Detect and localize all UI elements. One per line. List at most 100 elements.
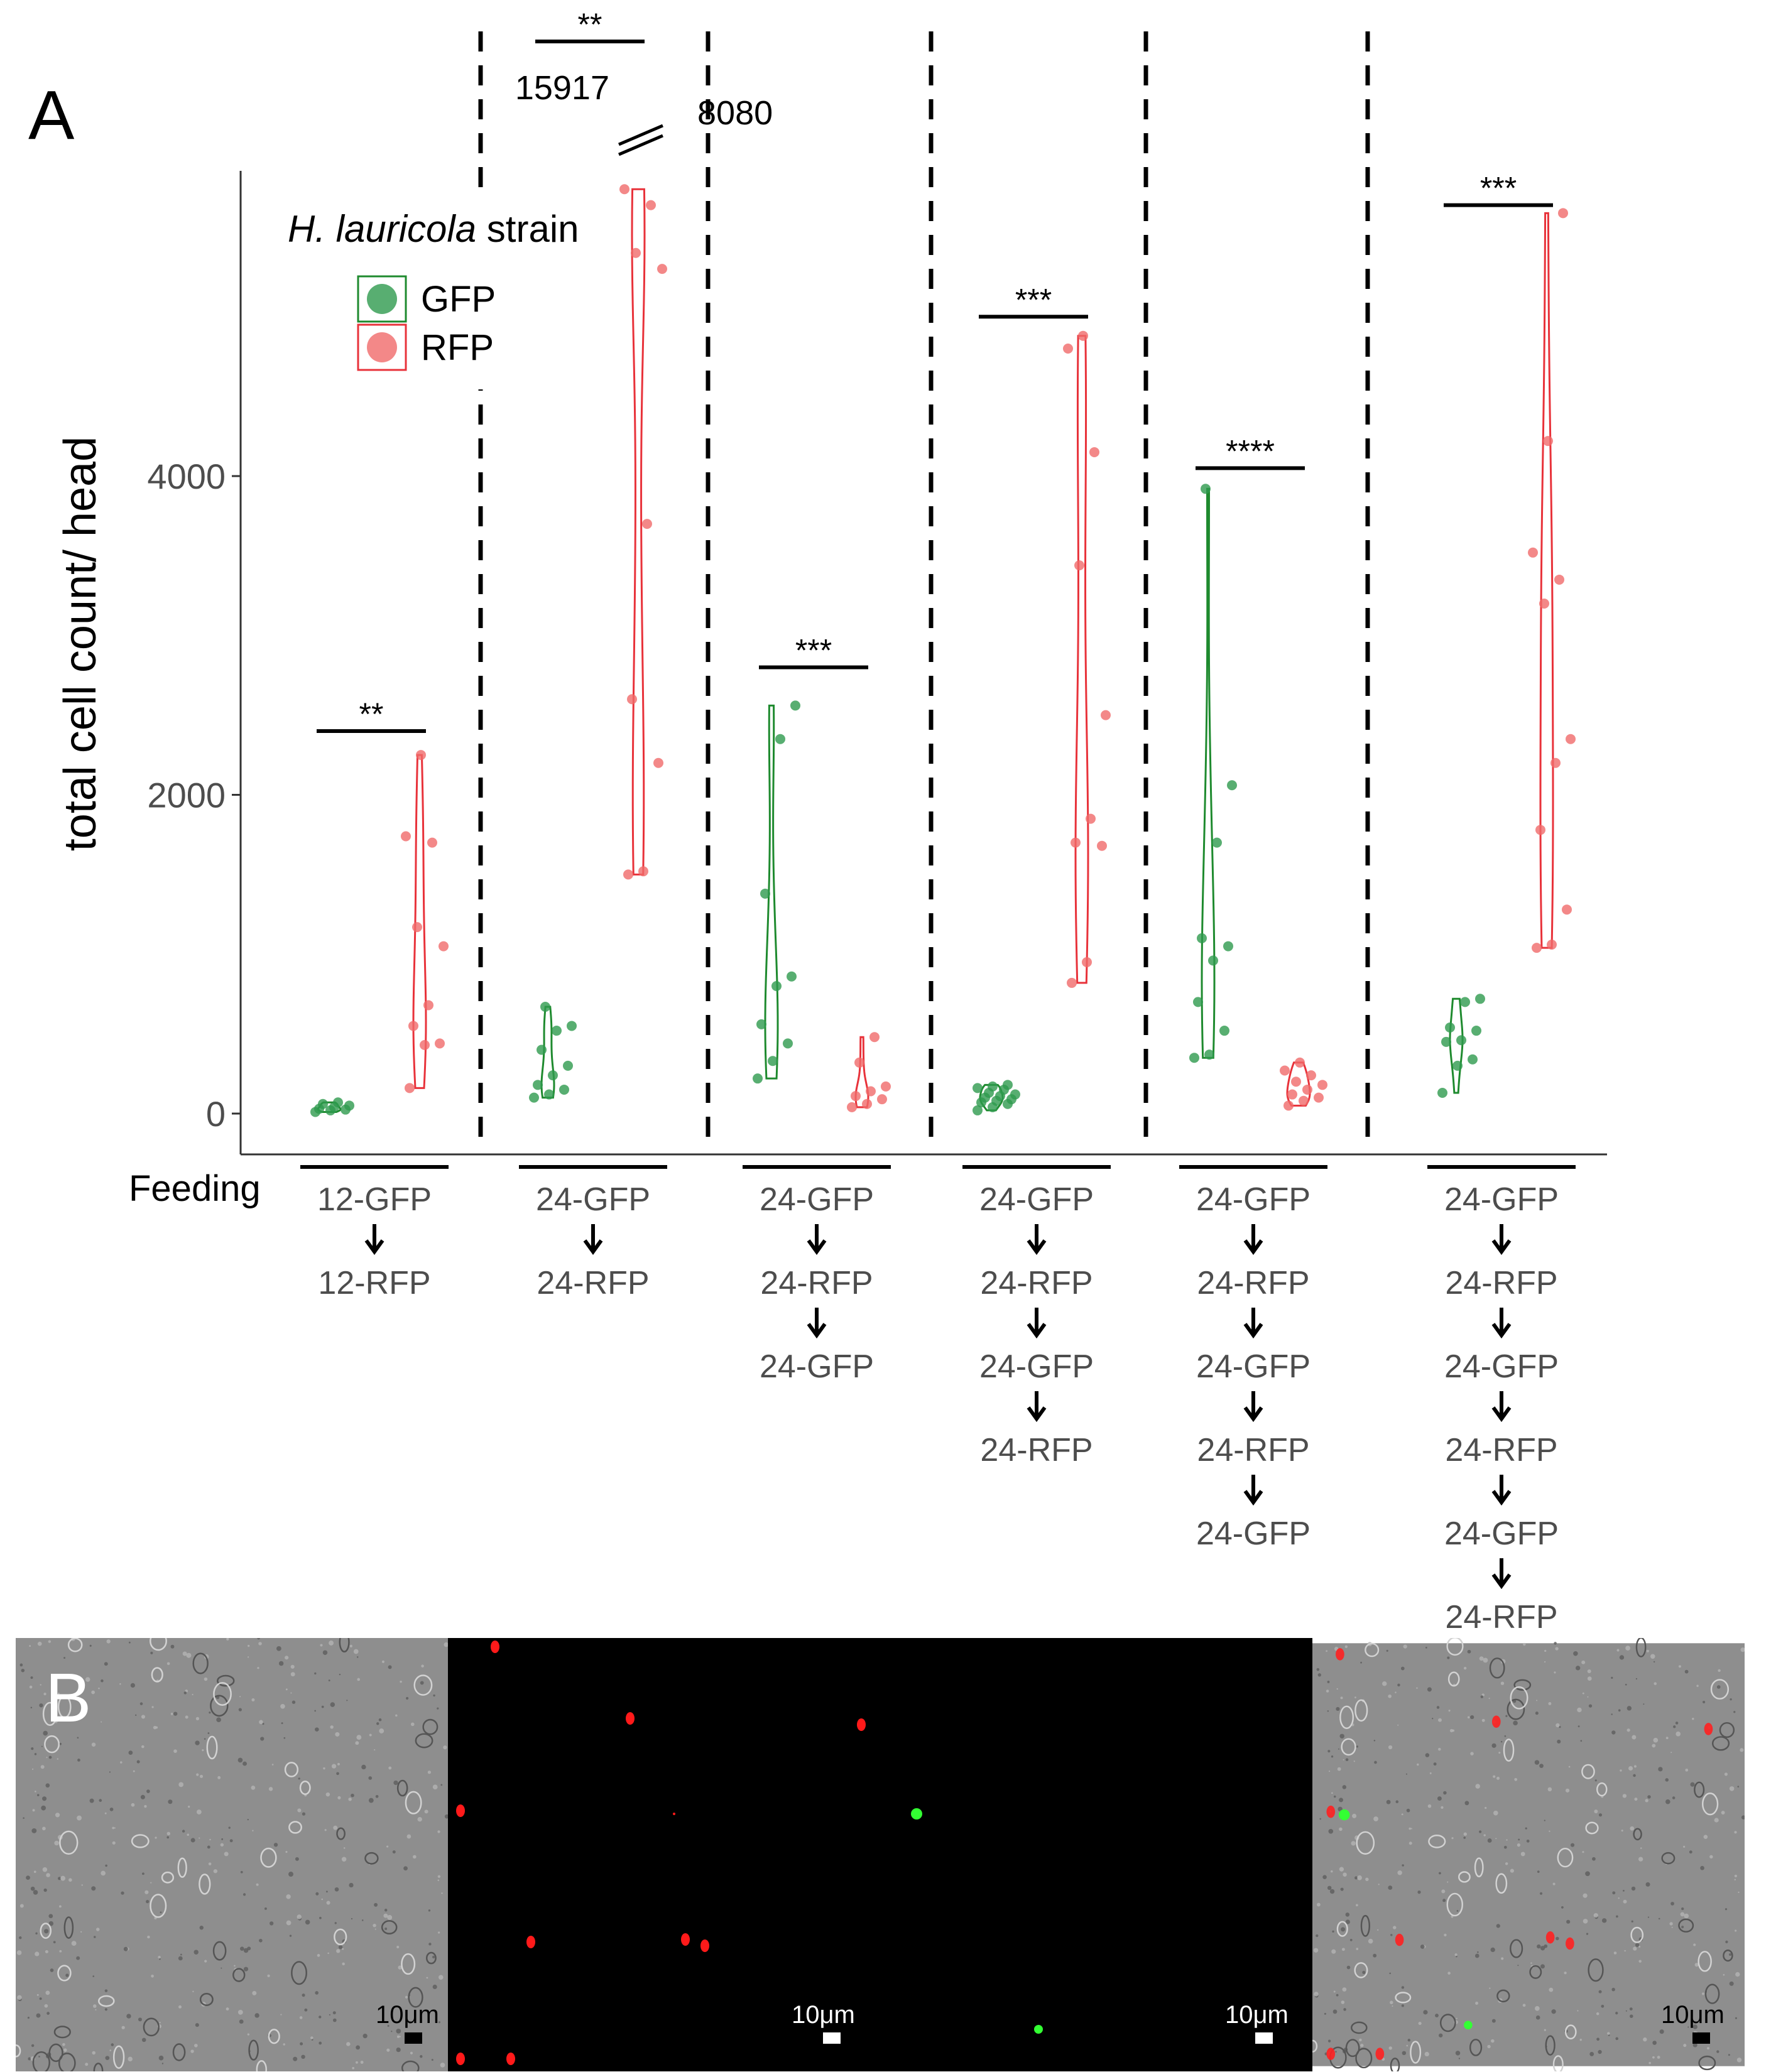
significance-label: *** bbox=[1480, 171, 1517, 206]
bf-particle bbox=[1443, 1791, 1447, 1795]
point-gfp bbox=[775, 734, 785, 744]
bf-particle bbox=[239, 2019, 244, 2024]
bf-particle bbox=[187, 1833, 190, 1836]
bf-particle bbox=[128, 1750, 133, 1755]
bf-particle bbox=[99, 1799, 102, 1802]
bf-particle bbox=[247, 1818, 249, 1821]
bf-particle bbox=[1673, 1725, 1676, 1728]
bf-particle bbox=[138, 2017, 142, 2022]
bf-particle bbox=[1596, 2037, 1600, 2041]
bf-particle bbox=[1665, 1778, 1669, 1782]
bf-particle bbox=[242, 1893, 246, 1896]
bf-particle bbox=[1701, 1992, 1705, 1995]
bf-particle bbox=[1551, 2009, 1556, 2014]
bf-particle bbox=[338, 1945, 343, 1950]
point-gfp bbox=[1227, 780, 1237, 791]
bf-particle bbox=[1522, 2004, 1526, 2007]
point-rfp bbox=[435, 1038, 445, 1049]
rfp-cell bbox=[681, 1933, 690, 1946]
point-gfp bbox=[760, 888, 770, 899]
bf-particle bbox=[314, 1672, 317, 1675]
bf-particle bbox=[89, 1644, 92, 1647]
point-gfp bbox=[1223, 941, 1233, 952]
bf-particle bbox=[1417, 1890, 1421, 1894]
rfp-cell bbox=[857, 1718, 866, 1731]
bf-particle bbox=[1340, 1696, 1343, 1700]
bf-particle bbox=[168, 1799, 173, 1804]
bf-particle bbox=[147, 1935, 150, 1939]
bf-particle bbox=[300, 2042, 303, 2046]
bf-particle bbox=[21, 1668, 25, 1673]
bf-particle bbox=[1601, 1918, 1607, 1923]
bf-particle bbox=[1643, 2037, 1647, 2042]
bf-particle bbox=[1439, 1872, 1441, 1875]
bf-cell bbox=[1510, 1939, 1523, 1958]
rfp-background bbox=[448, 1638, 880, 2071]
bf-particle bbox=[1555, 1647, 1559, 1651]
bf-cell bbox=[1474, 1857, 1484, 1877]
bf-cell bbox=[1496, 1989, 1510, 2003]
bf-particle bbox=[121, 2026, 125, 2029]
bf-particle bbox=[1514, 1777, 1518, 1781]
bf-particle bbox=[186, 1652, 192, 1658]
bf-particle bbox=[305, 1919, 310, 1925]
bf-particle bbox=[54, 1840, 59, 1846]
point-gfp bbox=[1445, 1022, 1455, 1033]
feeding-arrow bbox=[364, 1224, 384, 1256]
bf-particle bbox=[374, 1928, 376, 1930]
bf-particle bbox=[301, 2054, 305, 2059]
bf-particle bbox=[1504, 1735, 1507, 1737]
violin-rfp-1 bbox=[412, 754, 427, 1089]
bf-particle bbox=[437, 1875, 441, 1878]
bf-particle bbox=[1659, 2029, 1664, 2034]
bf-particle bbox=[221, 1838, 224, 1840]
bf-particle bbox=[128, 1641, 131, 1644]
bf-particle bbox=[339, 1673, 341, 1676]
bf-particle bbox=[1498, 1752, 1501, 1754]
bf-particle bbox=[1629, 2007, 1633, 2011]
feeding-arrow bbox=[1027, 1224, 1047, 1256]
bf-particle bbox=[27, 2017, 30, 2019]
bf-cell bbox=[57, 1965, 72, 1982]
point-rfp bbox=[627, 694, 637, 705]
rfp-cell bbox=[456, 2053, 465, 2065]
significance-label: *** bbox=[795, 633, 832, 668]
bf-particle bbox=[204, 1960, 207, 1963]
bf-particle bbox=[1339, 1827, 1343, 1831]
bf-particle bbox=[420, 2055, 423, 2058]
bf-cell bbox=[1345, 2039, 1360, 2058]
bf-particle bbox=[1582, 1692, 1584, 1695]
bf-particle bbox=[29, 1645, 31, 1647]
bf-particle bbox=[1501, 1957, 1504, 1960]
feeding-step: 24-GFP bbox=[979, 1348, 1094, 1385]
bf-particle bbox=[420, 1681, 424, 1685]
bf-particle bbox=[81, 1884, 83, 1886]
bf-particle bbox=[1448, 1710, 1451, 1712]
feeding-arrow bbox=[583, 1224, 603, 1256]
bf-particle bbox=[1427, 1687, 1432, 1692]
bf-particle bbox=[142, 1872, 144, 1875]
bf-particle bbox=[1554, 1642, 1557, 1645]
bf-particle bbox=[299, 2016, 303, 2019]
bf-cell bbox=[260, 1847, 277, 1868]
point-gfp bbox=[1193, 997, 1203, 1007]
bf-particle bbox=[202, 1749, 204, 1752]
bf-particle bbox=[29, 1685, 33, 1689]
bf-particle bbox=[381, 1660, 385, 1663]
bf-particle bbox=[1403, 1644, 1407, 1649]
bf-particle bbox=[229, 1839, 233, 1843]
bf-particle bbox=[1506, 1839, 1508, 1841]
bf-particle bbox=[1638, 1945, 1641, 1948]
bf-particle bbox=[1406, 2044, 1409, 2047]
point-rfp bbox=[1063, 344, 1073, 354]
bf-cell bbox=[1360, 1914, 1370, 1937]
bf-particle bbox=[1535, 1711, 1539, 1715]
bf-particle bbox=[355, 2061, 358, 2064]
bf-particle bbox=[1449, 1728, 1454, 1733]
bf-particle bbox=[101, 1870, 106, 1876]
panel-a-label: A bbox=[28, 77, 75, 154]
bf-particle bbox=[298, 1777, 300, 1780]
bf-particle bbox=[1568, 1766, 1571, 1768]
bf-particle bbox=[1409, 1827, 1412, 1830]
